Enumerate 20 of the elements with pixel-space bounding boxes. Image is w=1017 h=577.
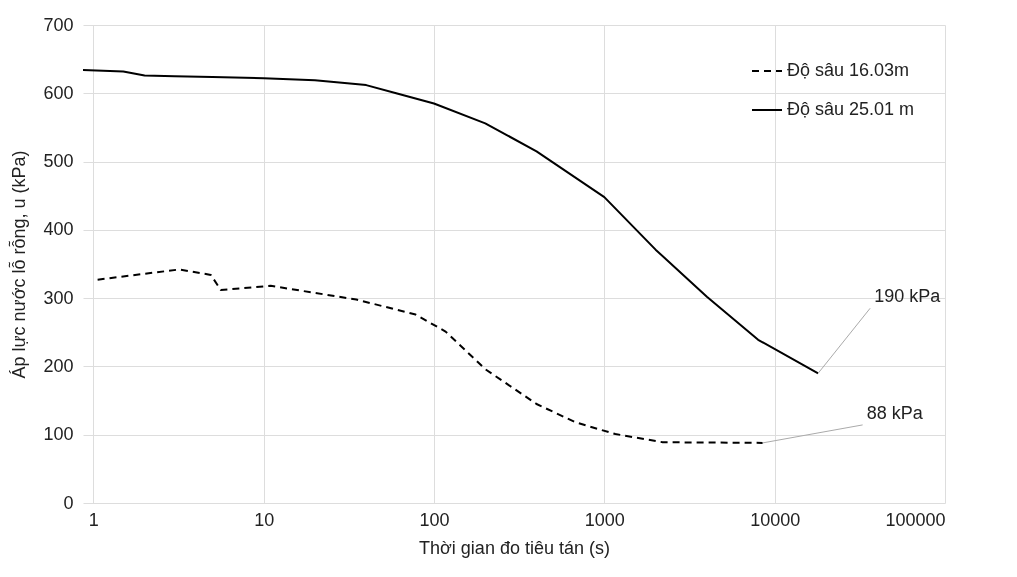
x-tick-label: 1000 xyxy=(584,509,625,530)
y-tick-label: 400 xyxy=(43,219,74,240)
legend-label: Độ sâu 25.01 m xyxy=(787,99,915,119)
annotation: 190 kPa xyxy=(874,286,942,307)
y-tick-label: 700 xyxy=(43,14,74,35)
x-tick-label: 100 xyxy=(419,509,450,530)
legend-label: Độ sâu 16.03m xyxy=(787,60,910,80)
y-tick-label: 500 xyxy=(43,151,74,172)
x-tick-label: 100000 xyxy=(885,509,946,530)
y-axis-title: Áp lực nước lỗ rỗng, u (kPa) xyxy=(8,150,30,379)
y-tick-label: 100 xyxy=(43,424,74,445)
y-tick-label: 300 xyxy=(43,287,74,308)
x-axis-title: Thời gian đo tiêu tán (s) xyxy=(419,537,610,558)
x-tick-label: 10000 xyxy=(750,509,801,530)
x-tick-label: 1 xyxy=(88,509,99,530)
y-tick-label: 0 xyxy=(63,492,74,513)
y-tick-label: 200 xyxy=(43,355,74,376)
y-tick-label: 600 xyxy=(43,82,74,103)
x-tick-label: 10 xyxy=(254,509,275,530)
annotation: 88 kPa xyxy=(866,402,924,423)
